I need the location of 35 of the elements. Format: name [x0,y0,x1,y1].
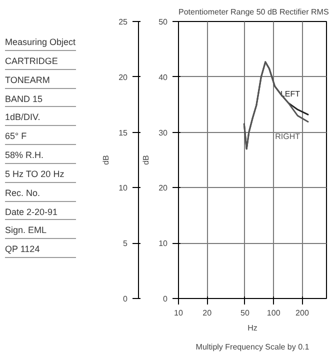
y-tick-label: 0 [163,294,168,304]
text: CARTRIDGE [5,54,76,70]
y-tick-label: 50 [158,18,168,26]
y2-tick-label: 25 [118,18,128,26]
y-tick-label: 10 [158,239,168,248]
text: Rec. No. [5,186,76,202]
series-label: RIGHT [275,132,300,141]
x-tick-label: 10 [174,308,184,318]
text: Measuring Object [5,35,76,51]
text: 65° F [5,129,76,146]
text: QP 1124 [5,242,76,258]
x-tick-label: 50 [240,308,250,318]
text: BAND 15 [5,92,76,108]
y2-tick-label: 10 [118,184,128,193]
y2-axis-title: dB [102,155,111,165]
text: TONEARM [5,72,76,89]
text: Date 2-20-91 [5,204,76,220]
x-axis-title: Hz [248,324,258,332]
x-tick-label: 200 [296,308,310,318]
x-tick-label: 100 [266,308,281,318]
y-tick-label: 30 [158,128,168,138]
text: 1dB/DIV. [5,110,76,126]
text: 5 Hz TO 20 Hz [5,166,76,183]
y2-tick-label: 15 [118,128,128,138]
text: Sign. EML [5,223,76,240]
text: Multiply Frequency Scale by 0.1 [196,342,310,352]
chart-title: Potentiometer Range 50 dB Rectifier RMS [178,8,329,16]
x-tick-label: 20 [202,308,212,318]
y-tick-label: 40 [158,72,168,82]
y2-tick-label: 5 [123,239,128,248]
y-tick-label: 20 [158,184,168,193]
y-axis-title: dB [142,155,151,165]
y2-tick-label: 20 [118,72,128,82]
text: 58% R.H. [5,148,76,164]
y2-tick-label: 0 [123,294,128,304]
